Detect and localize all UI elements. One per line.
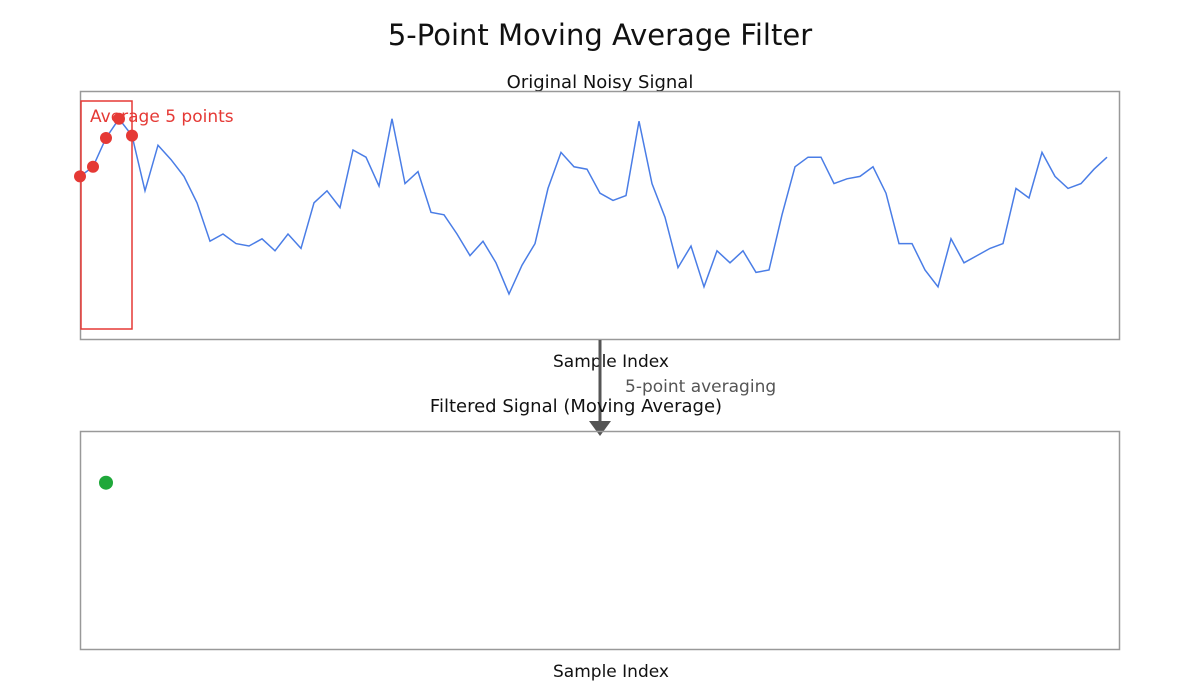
filtered-panel-title: Filtered Signal (Moving Average) [430,396,722,417]
filtered-panel-frame [79,430,1121,651]
window-point [74,170,86,183]
original-signal-marks: Average 5 points [74,100,1108,330]
original-panel-frame [79,90,1121,341]
original-signal-panel: Original Noisy Signal Average 5 points S… [74,72,1121,372]
original-signal-line [79,117,1108,296]
original-panel-title: Original Noisy Signal [507,72,694,93]
averaging-arrow: 5-point averaging [589,340,776,436]
window-point [100,132,112,144]
window-label: Average 5 points [90,107,234,127]
filtered-signal-panel: Filtered Signal (Moving Average) Sample … [79,396,1121,682]
averaging-annotation: 5-point averaging [625,377,776,397]
window-point [113,112,125,125]
window-point [126,129,138,142]
filtered-x-axis-label: Sample Index [553,662,669,682]
arrow-head [589,421,611,436]
figure-title: 5-Point Moving Average Filter [388,18,812,52]
original-x-axis-label: Sample Index [553,352,669,372]
window-highlight-box [80,100,133,330]
filtered-signal-marks [99,475,113,490]
window-point [87,160,99,173]
filtered-point [99,475,113,490]
